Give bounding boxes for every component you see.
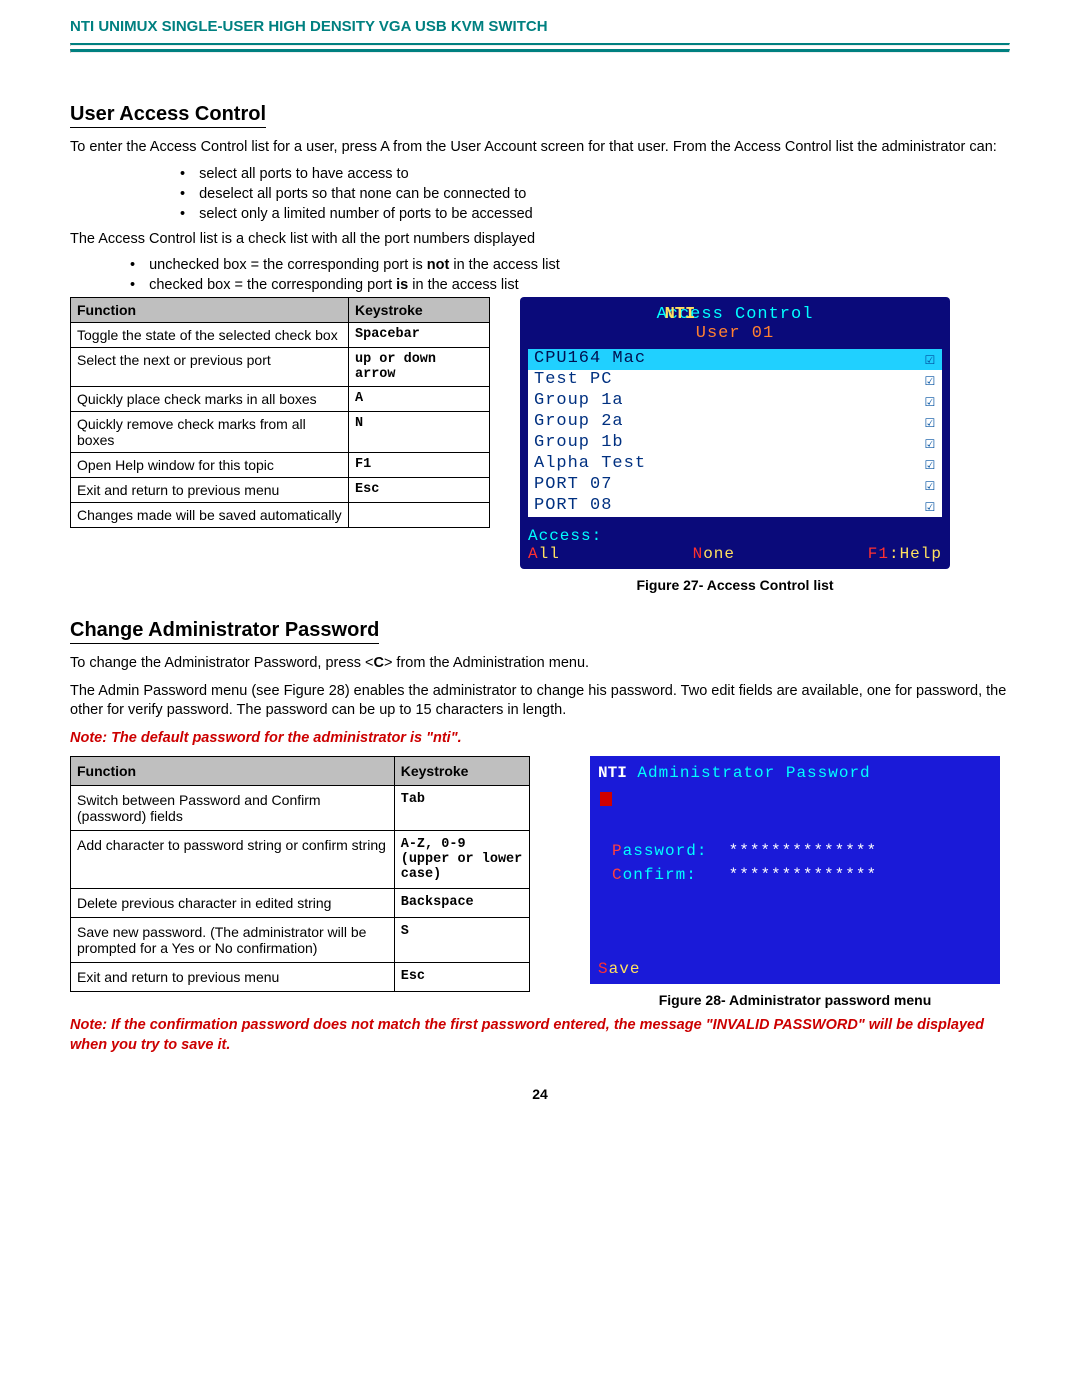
list-row: Group 2a☑: [528, 412, 942, 433]
td: Save new password. (The administrator wi…: [71, 918, 395, 963]
page: NTI UNIMUX SINGLE-USER HIGH DENSITY VGA …: [0, 0, 1080, 1142]
td: Exit and return to previous menu: [71, 478, 349, 503]
section1-title: User Access Control: [70, 103, 266, 128]
td: Quickly remove check marks from all boxe…: [71, 412, 349, 453]
td: Backspace: [394, 889, 529, 918]
bullet: checked box = the corresponding port is …: [130, 277, 1010, 293]
td: Toggle the state of the selected check b…: [71, 323, 349, 348]
row-table-figure-2: FunctionKeystroke Switch between Passwor…: [70, 756, 1010, 1008]
check-icon: ☑: [925, 349, 936, 370]
td: Switch between Password and Confirm (pas…: [71, 786, 395, 831]
list-row: Group 1a☑: [528, 391, 942, 412]
list-row: Alpha Test☑: [528, 454, 942, 475]
screen-logo: NTI: [665, 305, 696, 324]
bullet: select only a limited number of ports to…: [180, 206, 1010, 222]
access-label: Access:: [528, 527, 942, 545]
td: Add character to password string or conf…: [71, 831, 395, 889]
check-icon: ☑: [925, 433, 936, 454]
screen-title: Administrator Password: [637, 764, 870, 782]
td: Esc: [349, 478, 490, 503]
section2-p1: To change the Administrator Password, pr…: [70, 654, 1010, 674]
admin-password-screen: NTI Administrator Password Password: ***…: [590, 756, 1000, 984]
section2-note2: Note: If the confirmation password does …: [70, 1016, 1010, 1055]
check-icon: ☑: [925, 370, 936, 391]
doc-header: NTI UNIMUX SINGLE-USER HIGH DENSITY VGA …: [70, 18, 1010, 35]
section1-bullets: select all ports to have access to desel…: [180, 166, 1010, 222]
th: Keystroke: [349, 298, 490, 323]
td: up or down arrow: [349, 348, 490, 387]
bullet: select all ports to have access to: [180, 166, 1010, 182]
page-number: 24: [70, 1086, 1010, 1102]
section2-p2: The Admin Password menu (see Figure 28) …: [70, 682, 1010, 721]
td: A-Z, 0-9 (upper or lower case): [394, 831, 529, 889]
bullet: deselect all ports so that none can be c…: [180, 186, 1010, 202]
row-table-figure-1: FunctionKeystroke Toggle the state of th…: [70, 297, 1010, 593]
td: Select the next or previous port: [71, 348, 349, 387]
td: [349, 503, 490, 528]
save-hint: Save: [598, 960, 640, 978]
td: Esc: [394, 963, 529, 992]
td: Delete previous character in edited stri…: [71, 889, 395, 918]
td: A: [349, 387, 490, 412]
figure27-caption: Figure 27- Access Control list: [520, 577, 950, 593]
td: S: [394, 918, 529, 963]
screen-logo: NTI: [598, 764, 627, 782]
figure27: NTIAccess Control User 01 CPU164 Mac☑ Te…: [520, 297, 950, 593]
table1: FunctionKeystroke Toggle the state of th…: [70, 297, 490, 528]
check-icon: ☑: [925, 454, 936, 475]
td: Tab: [394, 786, 529, 831]
check-icon: ☑: [925, 496, 936, 517]
access-control-screen: NTIAccess Control User 01 CPU164 Mac☑ Te…: [520, 297, 950, 569]
table2: FunctionKeystroke Switch between Passwor…: [70, 756, 530, 992]
check-icon: ☑: [925, 391, 936, 412]
section2-note: Note: The default password for the admin…: [70, 729, 1010, 749]
figure28-caption: Figure 28- Administrator password menu: [590, 992, 1000, 1008]
list-row: Group 1b☑: [528, 433, 942, 454]
list-row: Test PC☑: [528, 370, 942, 391]
table1-wrap: FunctionKeystroke Toggle the state of th…: [70, 297, 490, 528]
th: Function: [71, 298, 349, 323]
section1-bullets2: unchecked box = the corresponding port i…: [130, 257, 1010, 293]
figure28: NTI Administrator Password Password: ***…: [590, 756, 1000, 1008]
bullet: unchecked box = the corresponding port i…: [130, 257, 1010, 273]
screen-subtitle: User 01: [520, 324, 950, 343]
screen-footer: Access: All None F1:Help: [520, 523, 950, 569]
td: Spacebar: [349, 323, 490, 348]
list-row: PORT 07☑: [528, 475, 942, 496]
td: F1: [349, 453, 490, 478]
th: Keystroke: [394, 757, 529, 786]
cursor-icon: [600, 792, 612, 806]
td: Changes made will be saved automatically: [71, 503, 349, 528]
section1-p2: The Access Control list is a check list …: [70, 230, 1010, 250]
list-row: CPU164 Mac☑: [528, 349, 942, 370]
td: Exit and return to previous menu: [71, 963, 395, 992]
list-row: PORT 08☑: [528, 496, 942, 517]
header-rules: [70, 43, 1010, 53]
table2-wrap: FunctionKeystroke Switch between Passwor…: [70, 756, 530, 992]
td: Quickly place check marks in all boxes: [71, 387, 349, 412]
section2-title: Change Administrator Password: [70, 619, 379, 644]
td: Open Help window for this topic: [71, 453, 349, 478]
check-icon: ☑: [925, 412, 936, 433]
check-icon: ☑: [925, 475, 936, 496]
password-fields: Password: ************** Confirm: ******…: [612, 839, 992, 887]
td: N: [349, 412, 490, 453]
section1-p1: To enter the Access Control list for a u…: [70, 138, 1010, 158]
port-list: CPU164 Mac☑ Test PC☑ Group 1a☑ Group 2a☑…: [528, 349, 942, 517]
th: Function: [71, 757, 395, 786]
